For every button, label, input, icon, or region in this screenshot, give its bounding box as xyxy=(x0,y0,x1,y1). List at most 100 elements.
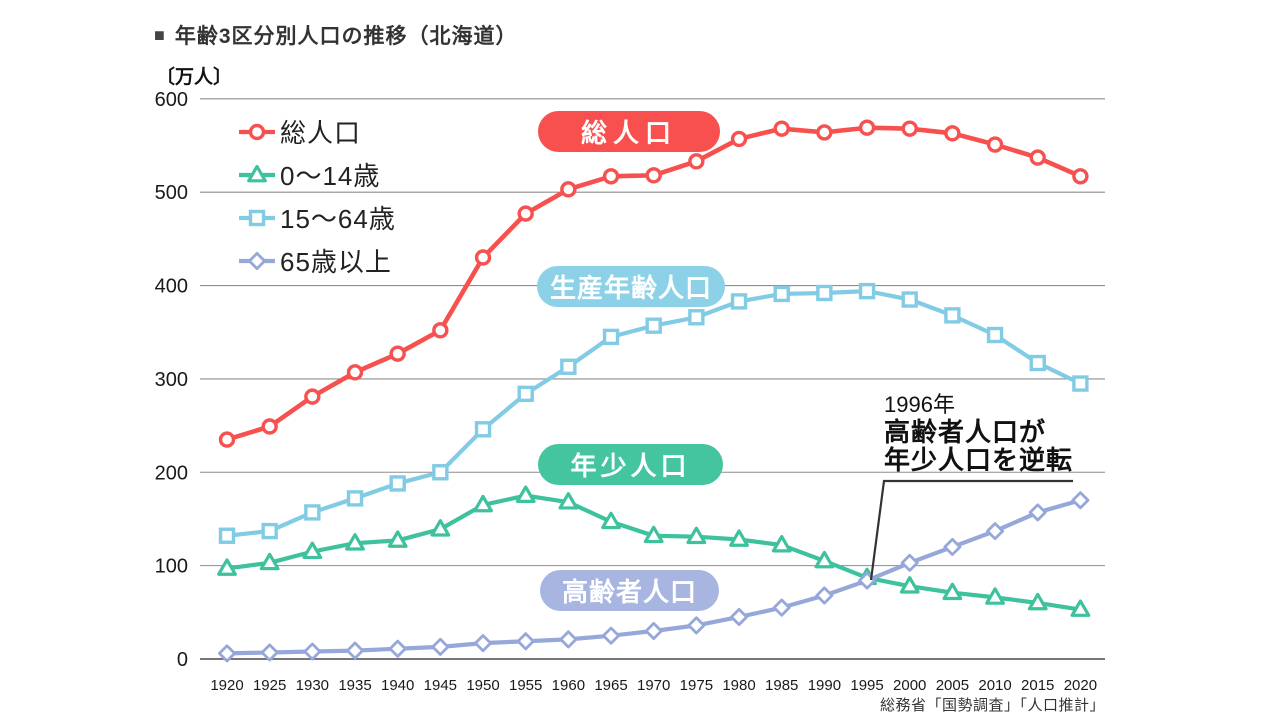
data-point-marker xyxy=(432,322,449,339)
data-point-marker xyxy=(345,533,365,551)
annotation-text-line2: 年少人口を逆転 xyxy=(884,445,1074,475)
data-point-marker xyxy=(602,168,620,185)
data-point-marker xyxy=(517,385,534,403)
data-point-marker xyxy=(942,582,963,601)
series-0〜14歳 xyxy=(217,485,1091,617)
legend-label: 0〜14歳 xyxy=(280,161,381,191)
data-point-marker xyxy=(515,485,536,504)
x-tick-label: 1925 xyxy=(253,677,286,694)
x-tick-label: 1990 xyxy=(808,677,841,694)
data-point-marker xyxy=(303,642,322,661)
data-point-marker xyxy=(259,552,280,571)
data-point-marker xyxy=(261,418,278,435)
data-point-marker xyxy=(1028,503,1047,522)
data-point-marker xyxy=(1072,168,1089,185)
y-tick-label: 0 xyxy=(177,649,188,671)
x-tick-label: 1955 xyxy=(509,677,542,694)
data-point-marker xyxy=(473,494,493,513)
page-title: ■ 年齢3区分別人口の推移（北海道） xyxy=(154,20,518,50)
data-point-marker xyxy=(729,529,749,547)
x-tick-label: 1985 xyxy=(765,677,798,694)
x-tick-label: 1995 xyxy=(850,677,883,694)
data-point-marker xyxy=(388,639,407,658)
legend-label: 15〜64歳 xyxy=(280,204,396,234)
x-tick-label: 1950 xyxy=(466,677,499,694)
x-tick-label: 1930 xyxy=(296,677,329,694)
badge-working-age-population: 生産年齢人口 xyxy=(537,266,725,307)
data-point-marker xyxy=(389,345,406,362)
x-tick-label: 2010 xyxy=(978,677,1011,694)
data-point-marker xyxy=(944,125,961,142)
x-tick-label: 1970 xyxy=(637,677,670,694)
data-point-marker xyxy=(900,553,919,572)
x-tick-label: 2015 xyxy=(1021,677,1054,694)
data-point-marker xyxy=(217,558,237,576)
x-tick-label: 2005 xyxy=(936,677,969,694)
data-point-marker xyxy=(559,630,578,649)
legend-item-0〜14歳: 0〜14歳 xyxy=(238,153,396,196)
data-point-marker xyxy=(304,504,321,521)
data-point-marker xyxy=(346,490,364,507)
data-point-marker xyxy=(814,550,835,569)
data-point-marker xyxy=(431,637,450,656)
data-point-marker xyxy=(304,388,321,405)
data-point-marker xyxy=(346,364,364,381)
data-point-marker xyxy=(899,576,920,594)
data-point-marker xyxy=(986,136,1004,153)
data-point-marker xyxy=(560,358,577,375)
data-point-marker xyxy=(517,205,534,222)
legend-item-15〜64歳: 15〜64歳 xyxy=(238,196,396,239)
data-point-marker xyxy=(247,164,267,182)
data-point-marker xyxy=(560,181,577,198)
y-tick-label: 100 xyxy=(155,556,188,578)
data-point-marker xyxy=(816,284,833,302)
data-point-marker xyxy=(943,537,962,556)
data-point-marker xyxy=(730,607,749,626)
data-point-marker xyxy=(218,527,236,544)
data-point-marker xyxy=(643,525,664,544)
data-point-marker xyxy=(773,285,790,303)
data-point-marker xyxy=(772,598,791,617)
badge-young-population: 年少人口 xyxy=(538,444,723,485)
legend-label: 総人口 xyxy=(280,118,362,148)
data-point-marker xyxy=(858,119,876,136)
y-tick-label: 200 xyxy=(155,462,188,484)
data-point-marker xyxy=(986,522,1005,541)
data-point-marker xyxy=(217,644,237,663)
data-point-marker xyxy=(730,130,748,148)
data-point-marker xyxy=(1027,592,1048,611)
legend-label: 65歳以上 xyxy=(280,247,392,277)
source-credit: 総務省「国勢調査」「人口推計」 xyxy=(879,697,1105,714)
legend: 総人口 0〜14歳 15〜64歳 65歳以上 xyxy=(238,110,396,282)
data-point-marker xyxy=(986,326,1004,344)
data-point-marker xyxy=(248,209,266,226)
data-point-marker xyxy=(601,511,621,530)
annotation-1996-crossover: 1996年 高齢者人口が 年少人口を逆転 xyxy=(884,391,1073,474)
data-point-marker xyxy=(516,632,535,651)
badge-total-population: 総人口 xyxy=(538,111,720,152)
data-point-marker xyxy=(1029,149,1046,166)
x-tick-label: 1965 xyxy=(594,677,627,694)
data-point-marker xyxy=(558,492,579,510)
badge-elderly-population: 高齢者人口 xyxy=(540,570,719,611)
data-point-marker xyxy=(474,421,492,438)
data-point-marker xyxy=(1072,375,1089,392)
series-65歳以上 xyxy=(217,491,1090,663)
series-15〜64歳 xyxy=(218,282,1089,544)
data-point-marker xyxy=(816,124,833,141)
data-point-marker xyxy=(432,464,449,481)
x-tick-label: 1980 xyxy=(722,677,755,694)
annotation-year: 1996年 xyxy=(884,392,955,417)
data-point-marker xyxy=(688,309,705,326)
x-tick-label: 1940 xyxy=(381,677,414,694)
data-point-marker xyxy=(858,282,876,300)
data-point-marker xyxy=(474,634,493,653)
data-point-marker xyxy=(773,120,790,137)
data-point-marker xyxy=(474,249,492,266)
x-tick-label: 1935 xyxy=(338,677,371,694)
data-point-marker xyxy=(248,123,266,140)
data-point-marker xyxy=(645,317,662,334)
data-point-marker xyxy=(901,291,918,308)
